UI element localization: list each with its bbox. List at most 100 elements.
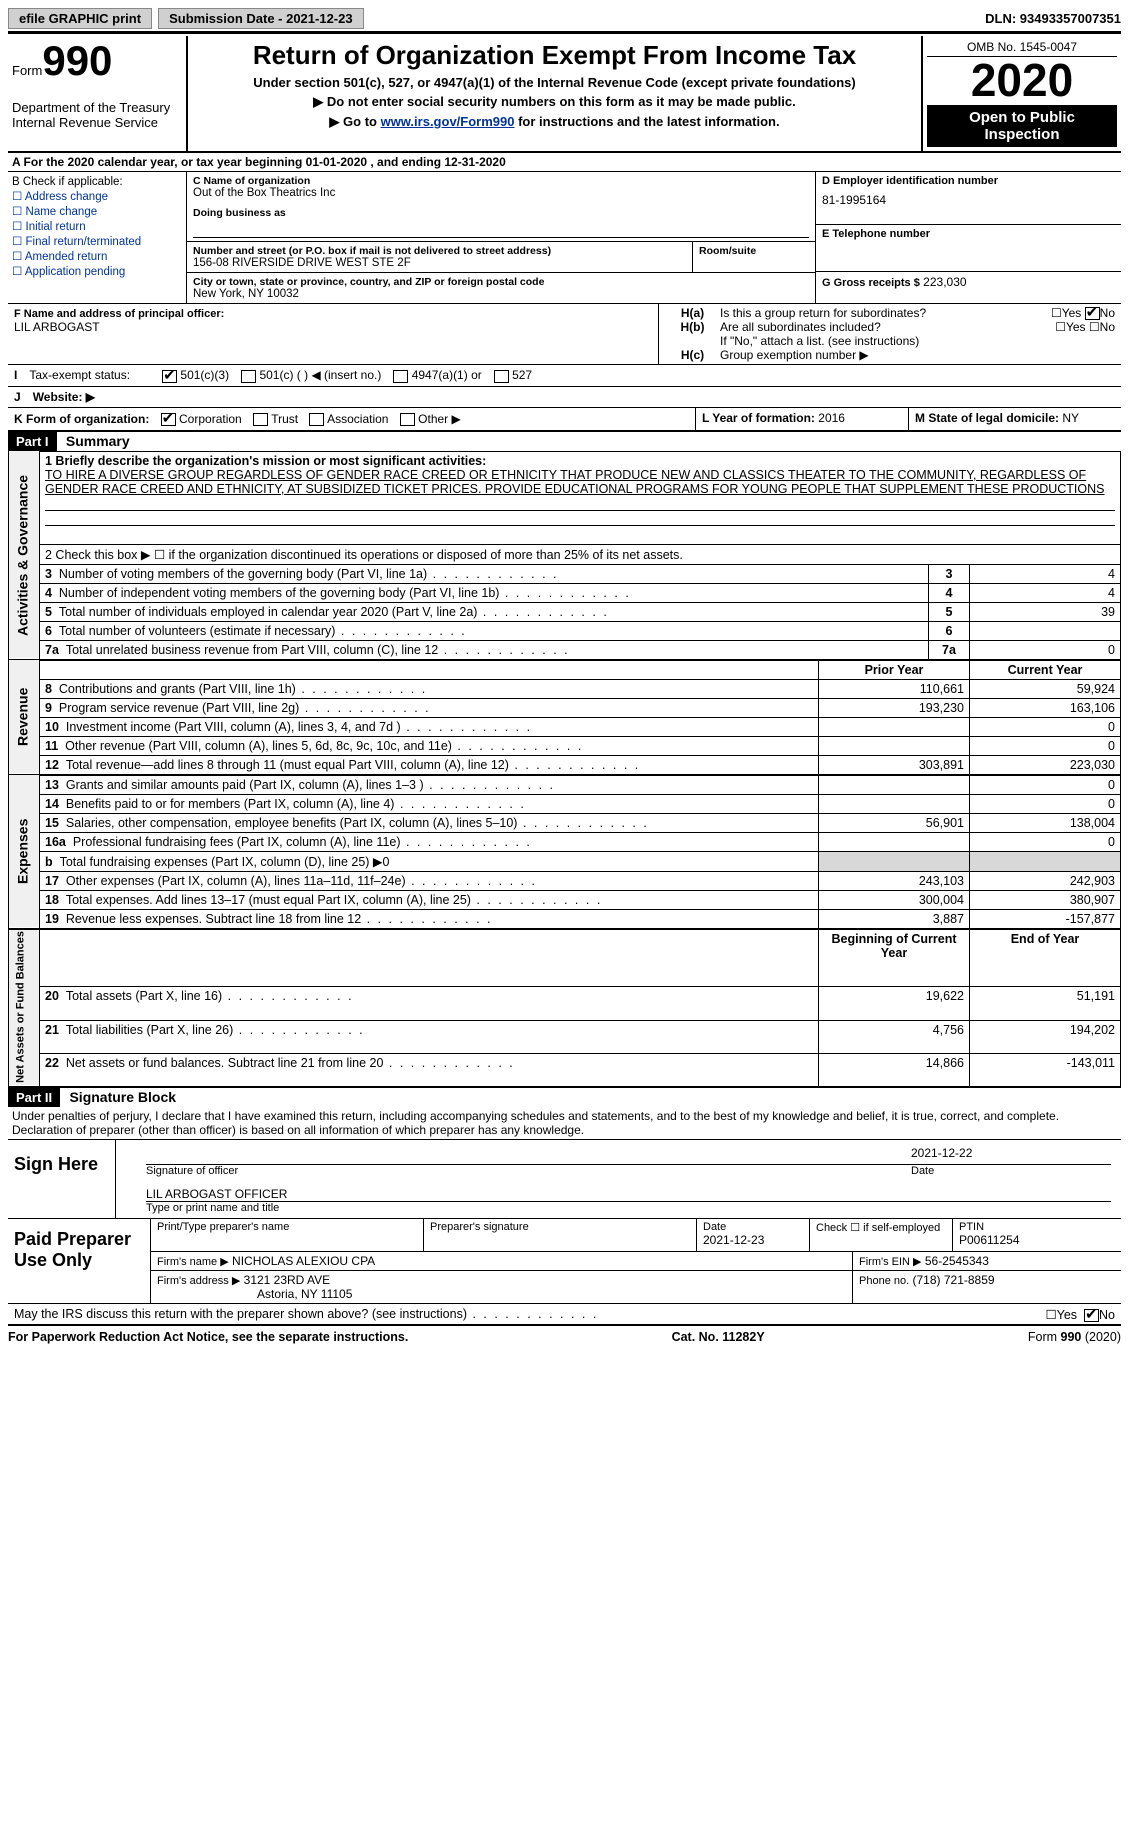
net-row-21: 21 Total liabilities (Part X, line 26)4,… (9, 1020, 1121, 1053)
sign-here-block: Sign Here 2021-12-22 Signature of office… (8, 1140, 1121, 1219)
efile-print-button[interactable]: efile GRAPHIC print (8, 8, 152, 29)
ein-value: 81-1995164 (822, 193, 1115, 207)
chk-address-change[interactable]: ☐ Address change (12, 189, 182, 203)
chk-name-change[interactable]: ☐ Name change (12, 204, 182, 218)
header-center: Return of Organization Exempt From Incom… (188, 36, 923, 151)
chk-amended-return[interactable]: ☐ Amended return (12, 249, 182, 263)
part-i-title: Summary (60, 431, 136, 451)
submission-date: Submission Date - 2021-12-23 (158, 8, 364, 29)
ptin-label: PTIN (959, 1221, 1079, 1233)
form-header: Form990 Department of the Treasury Inter… (8, 36, 1121, 153)
box-m: M State of legal domicile: NY (908, 408, 1121, 430)
box-h: H(a) Is this a group return for subordin… (659, 304, 1121, 364)
box-l: L Year of formation: 2016 (695, 408, 908, 430)
footer-right: Form 990 (2020) (1028, 1330, 1121, 1344)
vert-revenue: Revenue (9, 660, 40, 774)
net-row-20: 20 Total assets (Part X, line 16)19,6225… (9, 987, 1121, 1020)
ein-label: D Employer identification number (822, 175, 1115, 187)
i-label: I (14, 368, 17, 382)
chk-4947[interactable] (393, 370, 408, 383)
ha-no-checkbox[interactable] (1085, 307, 1100, 320)
chk-final-return[interactable]: ☐ Final return/terminated (12, 234, 182, 248)
part-ii-header-row: Part II Signature Block (8, 1087, 1121, 1107)
footer-center: Cat. No. 11282Y (672, 1330, 765, 1344)
row-j-website: J Website: ▶ (8, 386, 1121, 407)
header-right: OMB No. 1545-0047 2020 Open to Public In… (923, 36, 1121, 151)
gov-row-7a: 7a Total unrelated business revenue from… (9, 640, 1121, 659)
line-2: 2 Check this box ▶ ☐ if the organization… (40, 544, 1121, 564)
chk-527[interactable] (494, 370, 509, 383)
prep-date-label: Date (703, 1221, 803, 1233)
vert-governance: Activities & Governance (9, 451, 40, 659)
declaration-text: Under penalties of perjury, I declare th… (8, 1107, 1121, 1140)
entity-info-section: B Check if applicable: ☐ Address change … (8, 172, 1121, 303)
instructions-link[interactable]: www.irs.gov/Form990 (381, 114, 515, 129)
officer-sign-date: 2021-12-22 (911, 1146, 1111, 1164)
footer-left: For Paperwork Reduction Act Notice, see … (8, 1330, 408, 1344)
exp-row-19: 19 Revenue less expenses. Subtract line … (9, 909, 1121, 928)
hb-text: Are all subordinates included? (720, 320, 1055, 334)
gov-row-3: 3 Number of voting members of the govern… (9, 564, 1121, 583)
rev-row-11: 11 Other revenue (Part VIII, column (A),… (9, 736, 1121, 755)
row-a-tax-year: A For the 2020 calendar year, or tax yea… (8, 153, 1121, 172)
chk-application-pending[interactable]: ☐ Application pending (12, 264, 182, 278)
form-title: Return of Organization Exempt From Incom… (192, 40, 917, 71)
officer-label: F Name and address of principal officer: (14, 308, 652, 320)
hb-label: H(b) (665, 320, 720, 334)
right-column: D Employer identification number 81-1995… (815, 172, 1121, 303)
firm-ein-label: Firm's EIN ▶ (859, 1256, 922, 1268)
chk-association[interactable] (309, 413, 324, 426)
phone-label: E Telephone number (822, 228, 1115, 240)
end-year-header: End of Year (970, 929, 1121, 986)
gov-row-5: 5 Total number of individuals employed i… (9, 602, 1121, 621)
firm-name-label: Firm's name ▶ (157, 1256, 229, 1268)
expenses-table: Expenses 13 Grants and similar amounts p… (8, 775, 1121, 929)
box-c: C Name of organization Out of the Box Th… (187, 172, 815, 303)
j-label: J (14, 390, 21, 404)
self-employed-check[interactable]: Check ☐ if self-employed (810, 1219, 953, 1251)
firm-name-value: NICHOLAS ALEXIOU CPA (232, 1254, 375, 1268)
firm-addr-value-2: Astoria, NY 11105 (257, 1287, 352, 1301)
chk-initial-return[interactable]: ☐ Initial return (12, 219, 182, 233)
ha-text: Is this a group return for subordinates? (720, 306, 1051, 320)
rule-top (8, 31, 1121, 34)
revenue-table: Revenue Prior Year Current Year 8 Contri… (8, 660, 1121, 775)
part-i-badge: Part I (8, 432, 57, 451)
box-e: E Telephone number (816, 225, 1121, 272)
date-label: Date (911, 1165, 1111, 1177)
chk-corporation[interactable] (161, 413, 176, 426)
gross-receipts-value: 223,030 (923, 275, 966, 289)
chk-501c3[interactable] (162, 370, 177, 383)
row-k-l-m: K Form of organization: Corporation Trus… (8, 407, 1121, 432)
open-inspection-badge: Open to Public Inspection (927, 105, 1117, 147)
hc-text: Group exemption number ▶ (720, 348, 869, 362)
firm-addr-label: Firm's address ▶ (157, 1275, 240, 1287)
exp-row-b: b Total fundraising expenses (Part IX, c… (9, 851, 1121, 871)
discuss-no-checkbox[interactable] (1084, 1309, 1099, 1322)
vert-expenses: Expenses (9, 775, 40, 928)
paid-preparer-label: Paid Preparer Use Only (8, 1219, 151, 1303)
gross-receipts-label: G Gross receipts $ (822, 277, 920, 289)
chk-other[interactable] (400, 413, 415, 426)
exp-row-14: 14 Benefits paid to or for members (Part… (9, 794, 1121, 813)
city-value: New York, NY 10032 (193, 288, 809, 300)
form-number: 990 (42, 37, 112, 84)
beginning-year-header: Beginning of Current Year (819, 929, 970, 986)
mission-label: 1 Briefly describe the organization's mi… (45, 454, 486, 468)
instruction-1: ▶ Do not enter social security numbers o… (192, 94, 917, 110)
firm-ein-value: 56-2545343 (925, 1254, 989, 1268)
sign-here-label: Sign Here (8, 1140, 116, 1218)
instruction-2: ▶ Go to www.irs.gov/Form990 for instruct… (192, 114, 917, 130)
form-word: Form (12, 63, 42, 78)
officer-name-title: LIL ARBOGAST OFFICER (146, 1187, 287, 1201)
officer-value: LIL ARBOGAST (14, 320, 652, 334)
hb-note: If "No," attach a list. (see instruction… (665, 334, 1115, 348)
org-name-value: Out of the Box Theatrics Inc (193, 187, 809, 199)
chk-501c[interactable] (241, 370, 256, 383)
exp-row-16a: 16a Professional fundraising fees (Part … (9, 832, 1121, 851)
firm-phone-label: Phone no. (859, 1275, 909, 1287)
chk-trust[interactable] (253, 413, 268, 426)
address-value: 156-08 RIVERSIDE DRIVE WEST STE 2F (193, 257, 686, 269)
row-i-tax-status: I Tax-exempt status: 501(c)(3) 501(c) ( … (8, 364, 1121, 385)
officer-name-sublabel: Type or print name and title (146, 1202, 1111, 1214)
